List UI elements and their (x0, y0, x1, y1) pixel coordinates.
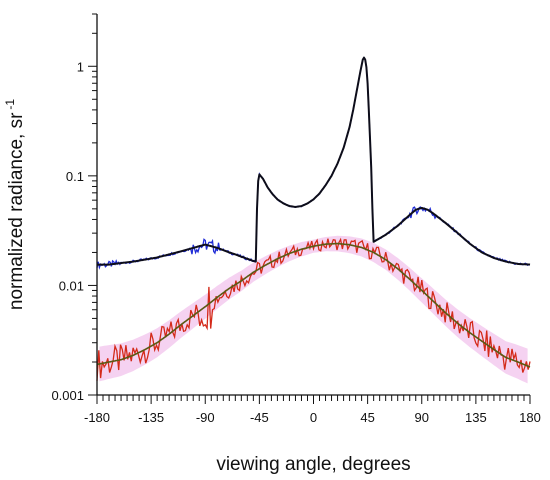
ticks (88, 13, 531, 404)
x-tick-label: -135 (138, 410, 164, 425)
upper-model-line (96, 56, 531, 266)
y-tick-label: 0.01 (59, 278, 84, 293)
x-tick-label: 90 (415, 410, 429, 425)
x-tick-label: 135 (465, 410, 487, 425)
x-tick-label: 180 (519, 410, 541, 425)
x-tick-label: 0 (310, 410, 317, 425)
tick-labels: -180 -135 -90 -45 0 45 90 135 180 0.001 0.01 0.1 1 (51, 59, 540, 425)
x-tick-label: -45 (250, 410, 269, 425)
y-tick-label: 1 (77, 59, 84, 74)
lower-spread-band (99, 235, 528, 384)
model-curves (96, 56, 531, 368)
x-tick-label: 45 (360, 410, 374, 425)
y-axis-title: normalized radiance, sr -1 (3, 99, 27, 310)
x-tick-label: -90 (196, 410, 215, 425)
upper-measured-line (96, 56, 531, 270)
y-axis-title-main: normalized radiance, sr (6, 112, 27, 310)
x-axis-title: viewing angle, degrees (216, 454, 410, 475)
y-axis-title-superscript: -1 (3, 99, 17, 110)
lower-spread-band-area (99, 235, 528, 384)
x-tick-label: -180 (84, 410, 110, 425)
lower-model-line (96, 242, 531, 368)
lower-measured-line (96, 237, 531, 381)
y-tick-label: 0.1 (66, 169, 84, 184)
y-tick-label: 0.001 (51, 388, 84, 403)
